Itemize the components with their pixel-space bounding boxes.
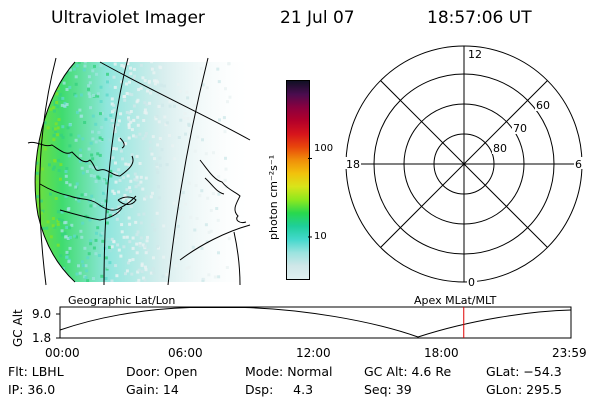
- polar-label-80: 80: [493, 142, 507, 155]
- earth-limb: [34, 61, 76, 283]
- info-flt: Flt: LBHL: [8, 364, 64, 379]
- altitude-frame: [59, 306, 572, 339]
- altitude-curve: [59, 307, 572, 338]
- emission-field: [35, 62, 250, 282]
- info-gain: Gain: 14: [126, 382, 179, 397]
- date-label: 21 Jul 07: [280, 8, 355, 28]
- time-label: 18:57:06 UT: [427, 8, 532, 28]
- x-tick-0000: 00:00: [45, 346, 80, 360]
- info-ip: IP: 36.0: [8, 382, 56, 397]
- info-seq: Seq: 39: [364, 382, 412, 397]
- x-tick-2359: 23:59: [552, 346, 587, 360]
- info-gc-alt: GC Alt: 4.6 Re: [364, 364, 452, 379]
- polar-label-18: 18: [346, 158, 360, 171]
- polar-label-6: 6: [575, 158, 582, 171]
- colorbar: [286, 80, 310, 280]
- y-tick-1-8: 1.8: [32, 331, 51, 345]
- left-caption: Geographic Lat/Lon: [68, 294, 175, 307]
- polar-label-60: 60: [536, 99, 550, 112]
- x-tick-0600: 06:00: [168, 346, 203, 360]
- info-glat: GLat: −54.3: [486, 364, 562, 379]
- instrument-title: Ultraviolet Imager: [51, 8, 205, 28]
- info-mode: Mode: Normal: [245, 364, 333, 379]
- polar-label-12: 12: [468, 48, 482, 61]
- y-tick-9: 9.0: [32, 307, 51, 321]
- altitude-axis-title: GC Alt: [11, 309, 25, 347]
- x-tick-1800: 18:00: [424, 346, 459, 360]
- x-tick-1200: 12:00: [296, 346, 331, 360]
- polar-label-0: 0: [468, 276, 475, 289]
- right-caption: Apex MLat/MLT: [414, 294, 497, 307]
- polar-label-70: 70: [513, 122, 527, 135]
- coastlines: [27, 137, 247, 223]
- info-glon: GLon: 295.5: [486, 382, 562, 397]
- info-dsp: Dsp: 4.3: [245, 382, 314, 397]
- info-door: Door: Open: [126, 364, 198, 379]
- lat-lon-grid: [39, 57, 251, 286]
